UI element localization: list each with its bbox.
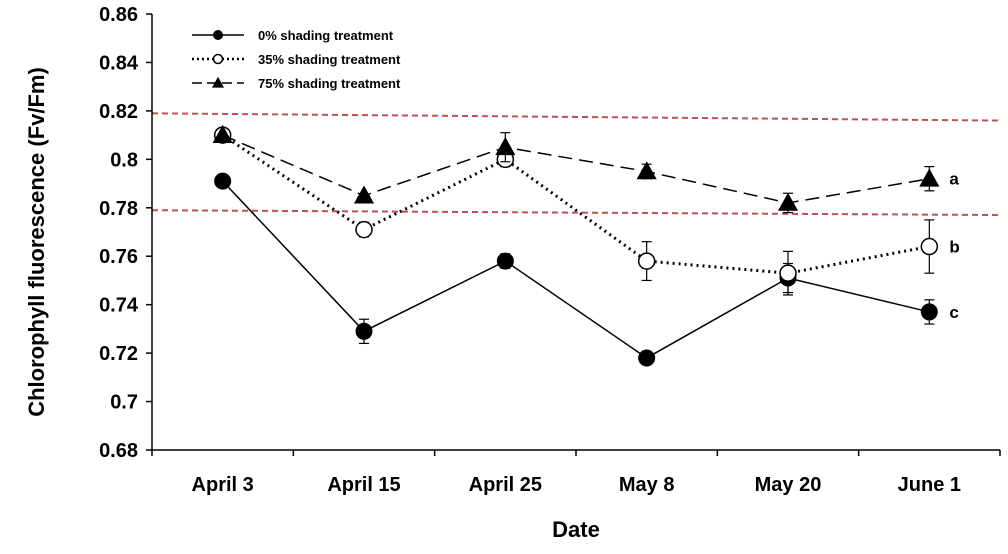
marker-filled-circle	[213, 30, 223, 40]
marker-open-circle	[355, 220, 373, 239]
marker-filled-circle	[496, 252, 514, 270]
series-line	[221, 133, 930, 275]
legend-entry: 75% shading treatment	[192, 76, 401, 91]
marker-filled-circle	[638, 349, 656, 367]
legend-label: 35% shading treatment	[258, 52, 401, 67]
legend-entry: 35% shading treatment	[192, 52, 401, 67]
series-0: c	[214, 172, 959, 367]
series-line	[222, 180, 930, 359]
y-tick-label: 0.78	[99, 198, 138, 220]
marker-open-circle	[920, 237, 939, 256]
reference-lines	[151, 112, 1001, 217]
marker-filled-triangle	[212, 124, 233, 143]
y-tick-label: 0.84	[99, 52, 139, 74]
y-tick-label: 0.8	[110, 149, 138, 171]
x-tick-label: June 1	[898, 474, 961, 496]
y-tick-label: 0.72	[99, 343, 138, 365]
y-tick-label: 0.74	[99, 295, 139, 317]
marker-filled-circle	[214, 172, 232, 190]
series-layer: c b a	[212, 124, 960, 367]
marker-filled-triangle	[211, 76, 225, 88]
marker-filled-triangle	[495, 136, 516, 156]
legend-label: 75% shading treatment	[258, 76, 401, 91]
legend-entry: 0% shading treatment	[192, 28, 394, 43]
marker-open-circle	[779, 264, 797, 282]
reference-line	[151, 112, 1001, 122]
marker-filled-triangle	[353, 185, 375, 204]
significance-label: a	[949, 170, 959, 189]
y-tick-label: 0.86	[99, 4, 138, 26]
y-tick-label: 0.68	[99, 440, 138, 462]
series-2: a	[212, 124, 959, 214]
significance-label: b	[949, 238, 959, 257]
marker-open-circle	[212, 53, 224, 65]
marker-filled-triangle	[777, 192, 799, 211]
marker-open-circle	[637, 252, 656, 270]
axes: 0.68 0.7 0.72 0.74 0.76 0.78 0.8 0.82 0.84 0.86 Ap…	[99, 4, 1001, 496]
y-tick-label: 0.7	[110, 392, 138, 414]
x-tick-label: April 15	[327, 474, 400, 496]
legend: 0% shading treatment 35% shading treatmen…	[192, 28, 401, 91]
x-tick-label: May 20	[755, 474, 822, 496]
x-tick-label: May 8	[619, 474, 675, 496]
y-tick-label: 0.76	[99, 246, 138, 268]
y-axis-title: Chlorophyll fluorescence (Fv/Fm)	[24, 67, 49, 417]
series-line	[222, 134, 930, 204]
marker-filled-circle	[920, 303, 938, 321]
marker-filled-triangle	[919, 168, 940, 187]
y-tick-label: 0.82	[99, 101, 138, 123]
legend-label: 0% shading treatment	[258, 28, 394, 43]
x-tick-label: April 25	[469, 474, 542, 496]
reference-line	[151, 209, 1001, 217]
marker-filled-triangle	[636, 161, 657, 180]
marker-filled-circle	[355, 322, 373, 340]
x-tick-label: April 3	[192, 474, 254, 496]
significance-label: c	[949, 303, 958, 322]
x-axis-title: Date	[552, 517, 600, 542]
